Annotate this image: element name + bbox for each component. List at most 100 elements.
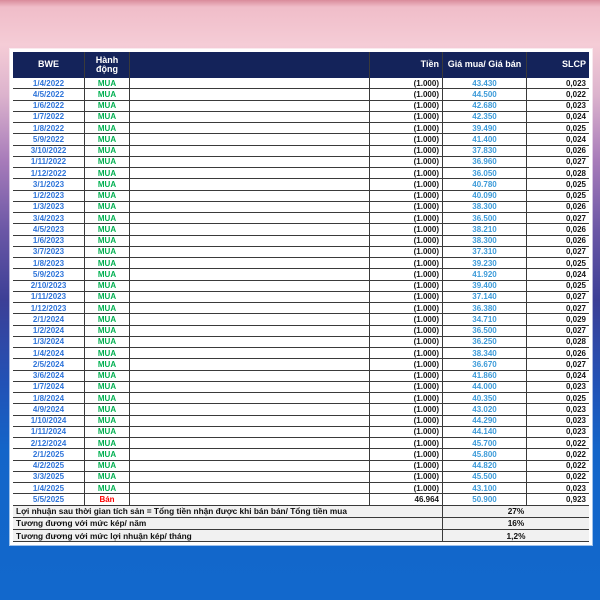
shares-cell: 0,022 <box>565 438 586 448</box>
table-row: 1/3/2024 MUA (1.000) 36.250 0,028 <box>13 336 589 348</box>
table-row: 5/9/2023 MUA (1.000) 41.920 0,024 <box>13 269 589 281</box>
table-row: 3/6/2024 MUA (1.000) 41.860 0,024 <box>13 370 589 382</box>
price-cell: 37.830 <box>443 145 527 156</box>
empty-cell <box>130 336 370 347</box>
table-header-row: BWE Hành động Tiền Giá mua/ Giá bán SLCP <box>13 52 589 78</box>
action-cell: MUA <box>85 123 130 134</box>
shares-cell: 0,024 <box>565 371 586 381</box>
action-cell: MUA <box>85 291 130 302</box>
shares-cell: 0,022 <box>565 449 586 459</box>
table-row: 3/1/2023 MUA (1.000) 40.780 0,025 <box>13 179 589 191</box>
action-cell: MUA <box>85 438 130 449</box>
empty-cell <box>130 303 370 314</box>
date-cell: 5/5/2025 <box>13 494 85 505</box>
action-cell: MUA <box>85 359 130 370</box>
price-cell: 36.050 <box>443 168 527 179</box>
shares-cell: 0,025 <box>565 179 586 189</box>
shares-cell: 0,023 <box>565 427 586 437</box>
empty-cell <box>130 483 370 494</box>
money-cell: (1.000) <box>370 156 443 167</box>
money-cell: (1.000) <box>370 370 443 381</box>
action-cell: MUA <box>85 348 130 359</box>
table-row: 5/5/2025 Bán 46.964 50.900 0,923 <box>13 494 589 506</box>
shares-cell: 0,923 <box>565 494 586 504</box>
price-cell: 44.140 <box>443 426 527 437</box>
empty-cell <box>130 224 370 235</box>
action-cell: MUA <box>85 201 130 212</box>
table-row: 3/3/2025 MUA (1.000) 45.500 0,022 <box>13 471 589 483</box>
date-cell: 3/4/2023 <box>13 213 85 224</box>
shares-cell: 0,025 <box>565 191 586 201</box>
column-header-money: Tiền <box>370 52 443 78</box>
table-row: 2/1/2025 MUA (1.000) 45.800 0,022 <box>13 449 589 461</box>
money-cell: (1.000) <box>370 269 443 280</box>
table-row: 1/2/2024 MUA (1.000) 36.500 0,027 <box>13 325 589 337</box>
date-cell: 3/3/2025 <box>13 471 85 482</box>
action-cell: MUA <box>85 415 130 426</box>
action-cell: MUA <box>85 393 130 404</box>
shares-cell: 0,023 <box>565 382 586 392</box>
empty-cell <box>130 134 370 145</box>
summary-value: 27% <box>507 506 525 517</box>
table-row: 2/1/2024 MUA (1.000) 34.710 0,029 <box>13 314 589 326</box>
date-cell: 3/7/2023 <box>13 246 85 257</box>
empty-cell <box>130 438 370 449</box>
price-cell: 40.350 <box>443 393 527 404</box>
price-cell: 39.230 <box>443 258 527 269</box>
shares-cell: 0,026 <box>565 348 586 358</box>
money-cell: (1.000) <box>370 471 443 482</box>
shares-cell: 0,026 <box>565 236 586 246</box>
table-row: 1/10/2024 MUA (1.000) 44.290 0,023 <box>13 415 589 427</box>
shares-cell: 0,027 <box>565 303 586 313</box>
action-cell: MUA <box>85 78 130 89</box>
money-cell: (1.000) <box>370 449 443 460</box>
table-row: 2/10/2023 MUA (1.000) 39.400 0,025 <box>13 280 589 292</box>
price-cell: 43.430 <box>443 78 527 89</box>
action-cell: MUA <box>85 460 130 471</box>
action-cell: MUA <box>85 370 130 381</box>
price-cell: 40.090 <box>443 190 527 201</box>
price-cell: 38.300 <box>443 235 527 246</box>
empty-cell <box>130 280 370 291</box>
date-cell: 3/6/2024 <box>13 370 85 381</box>
table-row: 1/8/2024 MUA (1.000) 40.350 0,025 <box>13 393 589 405</box>
price-cell: 42.680 <box>443 100 527 111</box>
action-cell: MUA <box>85 156 130 167</box>
summary-label: Tương đương với mức kép/ năm <box>13 517 443 530</box>
money-cell: (1.000) <box>370 303 443 314</box>
date-cell: 1/12/2022 <box>13 168 85 179</box>
table-body: 1/4/2022 MUA (1.000) 43.430 0,023 4/5/20… <box>13 78 589 506</box>
action-cell: MUA <box>85 381 130 392</box>
date-cell: 1/4/2024 <box>13 348 85 359</box>
table-summary: Lợi nhuận sau thời gian tích sản = Tổng … <box>13 505 589 543</box>
action-cell: MUA <box>85 235 130 246</box>
action-cell: MUA <box>85 134 130 145</box>
shares-cell: 0,026 <box>565 224 586 234</box>
money-cell: (1.000) <box>370 179 443 190</box>
empty-cell <box>130 156 370 167</box>
action-cell: MUA <box>85 224 130 235</box>
summary-row: Tương đương với mức lợi nhuận kép/ tháng… <box>13 530 589 543</box>
action-cell: MUA <box>85 483 130 494</box>
table-row: 1/8/2023 MUA (1.000) 39.230 0,025 <box>13 258 589 270</box>
empty-cell <box>130 381 370 392</box>
empty-cell <box>130 415 370 426</box>
table-row: 1/11/2024 MUA (1.000) 44.140 0,023 <box>13 426 589 438</box>
empty-cell <box>130 246 370 257</box>
table-row: 1/4/2025 MUA (1.000) 43.100 0,023 <box>13 483 589 495</box>
date-cell: 1/8/2024 <box>13 393 85 404</box>
empty-cell <box>130 145 370 156</box>
price-cell: 38.340 <box>443 348 527 359</box>
action-cell: MUA <box>85 168 130 179</box>
empty-cell <box>130 404 370 415</box>
date-cell: 4/9/2024 <box>13 404 85 415</box>
money-cell: (1.000) <box>370 100 443 111</box>
date-cell: 3/10/2022 <box>13 145 85 156</box>
table-row: 1/7/2022 MUA (1.000) 42.350 0,024 <box>13 111 589 123</box>
money-cell: (1.000) <box>370 359 443 370</box>
date-cell: 2/1/2024 <box>13 314 85 325</box>
shares-cell: 0,026 <box>565 202 586 212</box>
empty-cell <box>130 348 370 359</box>
table-row: 1/4/2024 MUA (1.000) 38.340 0,026 <box>13 348 589 360</box>
price-cell: 43.100 <box>443 483 527 494</box>
